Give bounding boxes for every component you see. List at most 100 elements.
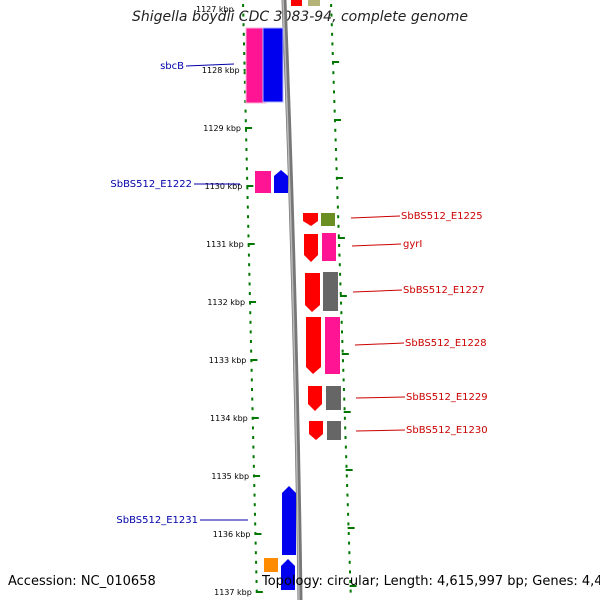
gene-SbBS512_E1228-b[interactable] [325,317,340,374]
leader-gyrI [351,243,402,247]
track-dot [247,253,250,257]
track-dot [338,263,341,267]
gene-sbcB-paralog[interactable] [262,27,284,103]
gene-SbBS512_E1222-a[interactable] [255,171,271,193]
tick-label: 1131 kbp [206,240,244,249]
genome-title: Shigella boydii CDC 3083-94, complete ge… [131,9,469,25]
track-dot [331,42,334,46]
track-dot [247,244,250,247]
track-dot [244,109,247,113]
track-dot [251,426,254,430]
track-dot [330,23,333,27]
gene-bottom-orange[interactable] [264,558,278,572]
track-dot [332,61,335,65]
track-dot [244,119,247,123]
track-dot [252,436,255,439]
gene-label-gyrI[interactable]: gyrI [403,239,422,250]
track-dot [243,80,246,84]
track-dot [332,71,335,75]
track-dot [342,368,345,372]
track-dot [255,560,258,564]
track-dot [339,292,342,295]
gene-SbBS512_E1225-a[interactable] [303,213,318,226]
tick-label: 1130 kbp [205,182,243,191]
track-dot [252,445,255,449]
gene-gyrI-a[interactable] [304,234,318,262]
leader-SbBS512_E1228 [354,342,405,346]
track-dot [336,205,339,209]
backbone-arc [281,0,303,600]
track-dot [348,541,351,545]
gene-SbBS512_E1231[interactable] [282,486,296,555]
track-dot [336,186,339,190]
track-dot [250,349,253,353]
gene-label-SbBS512_E1222[interactable]: SbBS512_E1222 [110,179,192,190]
track-dot [349,580,352,583]
track-dot [254,541,257,545]
track-dot [331,32,334,36]
track-dot [242,32,245,36]
gene-label-SbBS512_E1230[interactable]: SbBS512_E1230 [406,425,488,436]
track-dot [337,234,340,238]
track-dot [334,128,337,132]
track-dot [330,13,333,17]
gene-SbBS512_E1228-a[interactable] [306,317,321,374]
track-dot [341,340,344,343]
gene-label-SbBS512_E1231[interactable]: SbBS512_E1231 [116,515,198,526]
gene-SbBS512_E1229-a[interactable] [308,386,322,411]
track-dot [249,340,252,343]
track-dot [242,4,245,7]
track-dot [343,397,346,401]
gene-SbBS512_E1225-b[interactable] [321,213,335,226]
track-dot [253,493,256,497]
track-dot [244,90,247,94]
track-dot [339,272,342,276]
track-dot [255,580,258,583]
gene-top-partial-red[interactable] [291,0,302,6]
track-dot [242,23,245,27]
track-dot [245,148,248,151]
track-dot [245,128,248,132]
gene-SbBS512_E1227-b[interactable] [323,272,338,311]
track-dot [251,397,254,401]
track-dot [342,378,345,382]
track-dot [331,52,334,55]
track-dot [332,80,335,84]
track-dot [254,522,257,526]
track-dot [343,416,346,420]
leader-sbcB [185,63,235,67]
track-dot [347,532,350,535]
track-dot [345,464,348,468]
gene-label-SbBS512_E1225[interactable]: SbBS512_E1225 [401,211,483,222]
track-dot [333,100,336,103]
track-dot [250,378,253,382]
track-dot [249,330,252,334]
track-dot [346,493,349,497]
track-dot [254,551,257,555]
track-dot [333,90,336,94]
track-dot [253,484,256,487]
gene-label-SbBS512_E1229[interactable]: SbBS512_E1229 [406,392,488,403]
tick-label: 1133 kbp [209,356,247,365]
gene-SbBS512_E1222-b[interactable] [274,170,288,193]
accession-text: Accession: NC_010658 [8,574,156,589]
gene-label-SbBS512_E1228[interactable]: SbBS512_E1228 [405,338,487,349]
track-dot [349,570,352,574]
gene-label-SbBS512_E1227[interactable]: SbBS512_E1227 [403,285,485,296]
gene-bottom-blue[interactable] [281,559,295,590]
tick-label: 1128 kbp [202,66,240,75]
track-dot [349,589,352,593]
backbone-arc-highlight [282,0,300,600]
track-dot [253,503,256,507]
tick-label: 1136 kbp [213,530,251,539]
gene-gyrI-b[interactable] [322,233,336,261]
gene-top-partial-olive[interactable] [308,0,320,6]
gene-SbBS512_E1230-a[interactable] [309,421,323,440]
gene-SbBS512_E1230-b[interactable] [327,421,341,440]
track-dot [338,253,341,257]
gene-label-sbcB[interactable]: sbcB [160,61,184,72]
track-dot [341,330,344,334]
track-dot [248,263,251,267]
gene-SbBS512_E1229-b[interactable] [326,386,341,410]
gene-SbBS512_E1227-a[interactable] [305,273,320,312]
